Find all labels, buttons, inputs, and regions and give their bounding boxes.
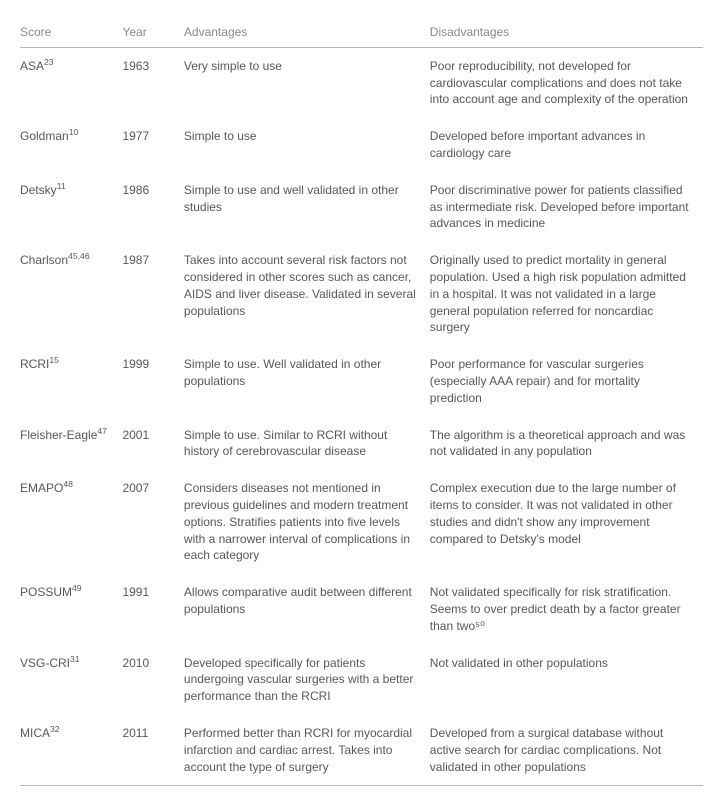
cell-year: 1991 — [122, 574, 183, 644]
cell-disadvantages: Originally used to predict mortality in … — [430, 242, 703, 346]
table-row: MICA322011Performed better than RCRI for… — [20, 715, 703, 786]
cell-advantages: Developed specifically for patients unde… — [184, 645, 430, 715]
cell-score: Goldman10 — [20, 118, 122, 172]
cell-score: POSSUM49 — [20, 574, 122, 644]
score-name: ASA — [20, 59, 44, 73]
cell-advantages: Allows comparative audit between differe… — [184, 574, 430, 644]
table-row: Goldman101977Simple to useDeveloped befo… — [20, 118, 703, 172]
cell-advantages: Simple to use — [184, 118, 430, 172]
cell-score: RCRI15 — [20, 346, 122, 416]
cell-disadvantages: Developed before important advances in c… — [430, 118, 703, 172]
cell-advantages: Simple to use. Similar to RCRI without h… — [184, 417, 430, 471]
score-name: Goldman — [20, 129, 69, 143]
cell-advantages: Simple to use and well validated in othe… — [184, 172, 430, 242]
score-ref: 48 — [63, 479, 73, 489]
score-ref: 45,46 — [68, 251, 90, 261]
score-name: RCRI — [20, 357, 49, 371]
score-name: Detsky — [20, 183, 57, 197]
score-ref: 11 — [57, 181, 66, 191]
cell-advantages: Very simple to use — [184, 47, 430, 118]
cell-advantages: Performed better than RCRI for myocardia… — [184, 715, 430, 786]
cell-year: 2011 — [122, 715, 183, 786]
score-name: Fleisher-Eagle — [20, 428, 97, 442]
cell-score: Fleisher-Eagle47 — [20, 417, 122, 471]
cell-year: 1999 — [122, 346, 183, 416]
cell-score: Charlson45,46 — [20, 242, 122, 346]
cell-score: Detsky11 — [20, 172, 122, 242]
cell-disadvantages: Developed from a surgical database witho… — [430, 715, 703, 786]
cell-disadvantages: Poor performance for vascular surgeries … — [430, 346, 703, 416]
table-body: ASA231963Very simple to usePoor reproduc… — [20, 47, 703, 786]
cell-advantages: Takes into account several risk factors … — [184, 242, 430, 346]
score-name: POSSUM — [20, 585, 72, 599]
table-header-row: Score Year Advantages Disadvantages — [20, 18, 703, 47]
cell-year: 1963 — [122, 47, 183, 118]
score-name: Charlson — [20, 253, 68, 267]
score-ref: 10 — [69, 127, 79, 137]
cell-disadvantages: Not validated specifically for risk stra… — [430, 574, 703, 644]
score-ref: 23 — [44, 57, 54, 67]
cell-disadvantages: Complex execution due to the large numbe… — [430, 470, 703, 574]
table-row: VSG-CRI312010Developed specifically for … — [20, 645, 703, 715]
risk-scores-table: Score Year Advantages Disadvantages ASA2… — [20, 18, 703, 786]
col-header-year: Year — [122, 18, 183, 47]
cell-disadvantages: Not validated in other populations — [430, 645, 703, 715]
score-name: MICA — [20, 726, 50, 740]
cell-year: 1986 — [122, 172, 183, 242]
cell-disadvantages: The algorithm is a theoretical approach … — [430, 417, 703, 471]
cell-score: MICA32 — [20, 715, 122, 786]
table-row: RCRI151999Simple to use. Well validated … — [20, 346, 703, 416]
table-row: POSSUM491991Allows comparative audit bet… — [20, 574, 703, 644]
cell-year: 1987 — [122, 242, 183, 346]
cell-year: 1977 — [122, 118, 183, 172]
score-ref: 47 — [97, 426, 107, 436]
score-ref: 15 — [49, 355, 59, 365]
col-header-disadvantages: Disadvantages — [430, 18, 703, 47]
score-name: EMAPO — [20, 481, 63, 495]
cell-year: 2001 — [122, 417, 183, 471]
cell-year: 2010 — [122, 645, 183, 715]
cell-advantages: Considers diseases not mentioned in prev… — [184, 470, 430, 574]
score-name: VSG-CRI — [20, 656, 70, 670]
cell-advantages: Simple to use. Well validated in other p… — [184, 346, 430, 416]
table-row: Detsky111986Simple to use and well valid… — [20, 172, 703, 242]
cell-year: 2007 — [122, 470, 183, 574]
score-ref: 32 — [50, 724, 60, 734]
table-row: EMAPO482007Considers diseases not mentio… — [20, 470, 703, 574]
cell-disadvantages: Poor reproducibility, not developed for … — [430, 47, 703, 118]
table-row: Fleisher-Eagle472001Simple to use. Simil… — [20, 417, 703, 471]
cell-score: EMAPO48 — [20, 470, 122, 574]
table-row: ASA231963Very simple to usePoor reproduc… — [20, 47, 703, 118]
score-ref: 31 — [70, 654, 80, 664]
cell-score: VSG-CRI31 — [20, 645, 122, 715]
table-row: Charlson45,461987Takes into account seve… — [20, 242, 703, 346]
cell-disadvantages: Poor discriminative power for patients c… — [430, 172, 703, 242]
col-header-advantages: Advantages — [184, 18, 430, 47]
score-ref: 49 — [72, 583, 82, 593]
cell-score: ASA23 — [20, 47, 122, 118]
col-header-score: Score — [20, 18, 122, 47]
